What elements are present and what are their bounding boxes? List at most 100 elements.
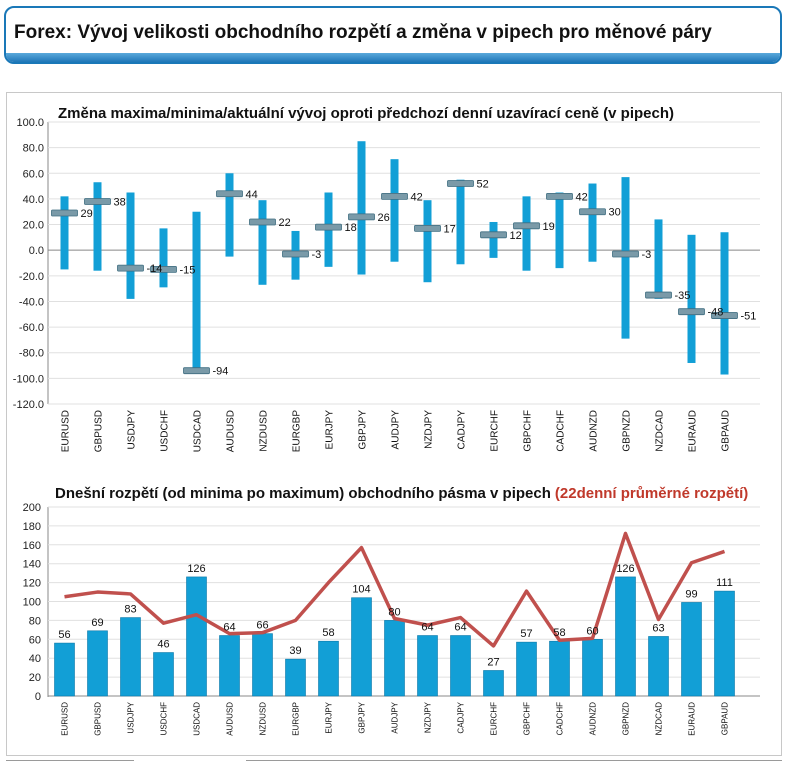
chart2-y-tick: 40 bbox=[29, 653, 41, 665]
chart1-x-tick: USDJPY bbox=[127, 410, 138, 450]
chart2-bar bbox=[351, 597, 372, 697]
chart1-range-bars bbox=[60, 141, 729, 375]
chart2-x-tick: CADJPY bbox=[457, 701, 466, 733]
chart2-bar bbox=[714, 590, 735, 697]
chart2-value-label: 64 bbox=[223, 622, 235, 634]
chart2-x-tick: AUDJPY bbox=[391, 701, 400, 733]
chart1-range-bar bbox=[258, 200, 267, 285]
chart1-value-label: 42 bbox=[411, 191, 423, 203]
chart1-x-tick: EURGBP bbox=[292, 410, 303, 453]
chart1-current-marker bbox=[51, 209, 78, 217]
chart1-current-marker bbox=[216, 190, 243, 198]
chart2-x-tick: NZDUSD bbox=[259, 702, 268, 736]
chart1-value-label: 42 bbox=[576, 191, 588, 203]
chart1-value-labels: 29 38 -14 -15 -94 44 22 -3 18 26 42 17 52 12 19 42 30 -3 -… bbox=[81, 179, 757, 378]
chart1-x-tick-labels: EURUSD GBPUSD USDJPY USDCHF USDCAD AUDUSD NZDU… bbox=[61, 410, 732, 453]
chart1-current-marker bbox=[711, 312, 738, 319]
chart2-y-tick: 180 bbox=[23, 521, 41, 533]
chart2-x-tick-labels: EURUSD GBPUSD USDJPY USDCHF USDCAD AUDUSD NZDU… bbox=[61, 701, 730, 735]
chart2-value-label: 58 bbox=[553, 627, 565, 639]
footer-divider-right bbox=[246, 760, 782, 761]
daily-range-chart: Dnešní rozpětí (od minima po maximum) ob… bbox=[23, 485, 760, 736]
chart1-current-marker bbox=[612, 250, 639, 258]
chart1-value-label: 18 bbox=[345, 222, 357, 234]
chart1-y-tick-labels: 100.0 80.0 60.0 40.0 20.0 0.0 -20.0 -40.0 -60.0 -… bbox=[13, 117, 44, 411]
chart2-value-label: 39 bbox=[289, 645, 301, 657]
chart1-current-marker bbox=[480, 231, 507, 239]
chart1-y-tick: 60.0 bbox=[23, 168, 44, 180]
chart2-value-label: 66 bbox=[256, 620, 268, 632]
chart1-value-label: 22 bbox=[279, 217, 291, 229]
chart2-value-label: 126 bbox=[187, 563, 205, 575]
chart2-bar bbox=[54, 642, 75, 697]
footer-divider-left bbox=[6, 760, 134, 761]
chart2-x-tick: USDCHF bbox=[160, 702, 169, 735]
chart2-x-tick: GBPJPY bbox=[358, 701, 367, 733]
chart1-range-bar bbox=[357, 141, 366, 275]
chart1-range-bar bbox=[423, 200, 432, 283]
chart1-x-tick: AUDNZD bbox=[589, 410, 600, 452]
chart1-range-bar bbox=[456, 179, 465, 265]
chart1-range-bar bbox=[522, 196, 531, 271]
chart1-value-label: 44 bbox=[246, 189, 258, 201]
chart1-value-label: -3 bbox=[642, 249, 652, 261]
chart2-bars bbox=[54, 576, 735, 697]
chart2-average-line bbox=[64, 531, 726, 648]
chart1-current-marker bbox=[84, 198, 111, 205]
chart1-current-marker bbox=[546, 192, 573, 200]
chart1-x-tick: USDCHF bbox=[160, 410, 171, 452]
chart2-bar bbox=[516, 641, 537, 697]
chart2-value-label: 99 bbox=[685, 588, 697, 600]
chart1-current-marker bbox=[381, 192, 408, 200]
chart1-current-marker bbox=[183, 367, 210, 375]
chart2-x-tick: USDCAD bbox=[193, 702, 202, 736]
chart1-value-label: 12 bbox=[510, 230, 522, 242]
chart1-value-label: -15 bbox=[180, 264, 196, 276]
chart2-value-label: 60 bbox=[586, 625, 598, 637]
chart2-value-label: 46 bbox=[157, 639, 169, 651]
chart2-value-label: 126 bbox=[616, 563, 634, 575]
chart1-x-tick: EURUSD bbox=[61, 410, 72, 452]
chart1-title: Změna maxima/minima/aktuální vývoj oprot… bbox=[58, 105, 674, 122]
chart1-x-tick: EURCHF bbox=[490, 410, 501, 452]
chart2-value-label: 57 bbox=[520, 628, 532, 640]
chart1-y-tick: -120.0 bbox=[13, 399, 44, 411]
chart1-x-tick: NZDUSD bbox=[259, 410, 270, 452]
chart2-y-tick: 200 bbox=[23, 502, 41, 514]
chart2-title: Dnešní rozpětí (od minima po maximum) ob… bbox=[55, 485, 748, 502]
chart1-value-label: 19 bbox=[543, 221, 555, 233]
chart2-bar bbox=[285, 658, 306, 697]
chart2-x-tick: CADCHF bbox=[556, 702, 565, 735]
chart2-bar bbox=[384, 620, 405, 697]
chart1-current-marker bbox=[315, 223, 342, 231]
chart1-value-label: -51 bbox=[741, 311, 757, 323]
chart1-y-tick: -20.0 bbox=[19, 271, 44, 283]
chart1-x-tick: GBPNZD bbox=[622, 410, 633, 452]
chart2-bar bbox=[483, 670, 504, 697]
chart2-x-tick: NZDJPY bbox=[424, 701, 433, 733]
chart2-value-label: 56 bbox=[58, 629, 70, 641]
range-change-chart: Změna maxima/minima/aktuální vývoj oprot… bbox=[13, 105, 760, 453]
chart1-current-marker bbox=[117, 264, 144, 272]
chart2-bar bbox=[318, 640, 339, 697]
chart1-x-tick: USDCAD bbox=[193, 410, 204, 452]
chart1-value-label: -3 bbox=[312, 249, 322, 261]
chart1-x-tick: AUDUSD bbox=[226, 410, 237, 452]
chart2-value-labels: 56 69 83 46 126 64 66 39 58 104 80 64 64 27 57 58 60 126 6… bbox=[58, 563, 732, 669]
chart1-range-bar bbox=[489, 221, 498, 258]
chart1-value-label: 29 bbox=[81, 208, 93, 220]
chart2-value-label: 58 bbox=[322, 627, 334, 639]
chart2-value-label: 111 bbox=[716, 577, 733, 589]
chart2-x-tick: EURAUD bbox=[688, 702, 697, 736]
chart1-current-marker bbox=[678, 308, 705, 316]
chart2-x-tick: GBPUSD bbox=[94, 702, 103, 736]
chart2-y-tick-labels: 0 20 40 60 80 100 120 140 160 180 200 bbox=[23, 502, 41, 703]
chart2-value-label: 69 bbox=[91, 617, 103, 629]
chart2-bar bbox=[450, 635, 471, 697]
chart2-value-label: 64 bbox=[421, 622, 433, 634]
chart1-current-marker bbox=[579, 208, 606, 216]
chart2-x-tick: GBPCHF bbox=[523, 702, 532, 735]
chart2-y-tick: 80 bbox=[29, 615, 41, 627]
chart1-value-label: 38 bbox=[114, 196, 126, 208]
chart1-range-bar bbox=[621, 177, 630, 339]
